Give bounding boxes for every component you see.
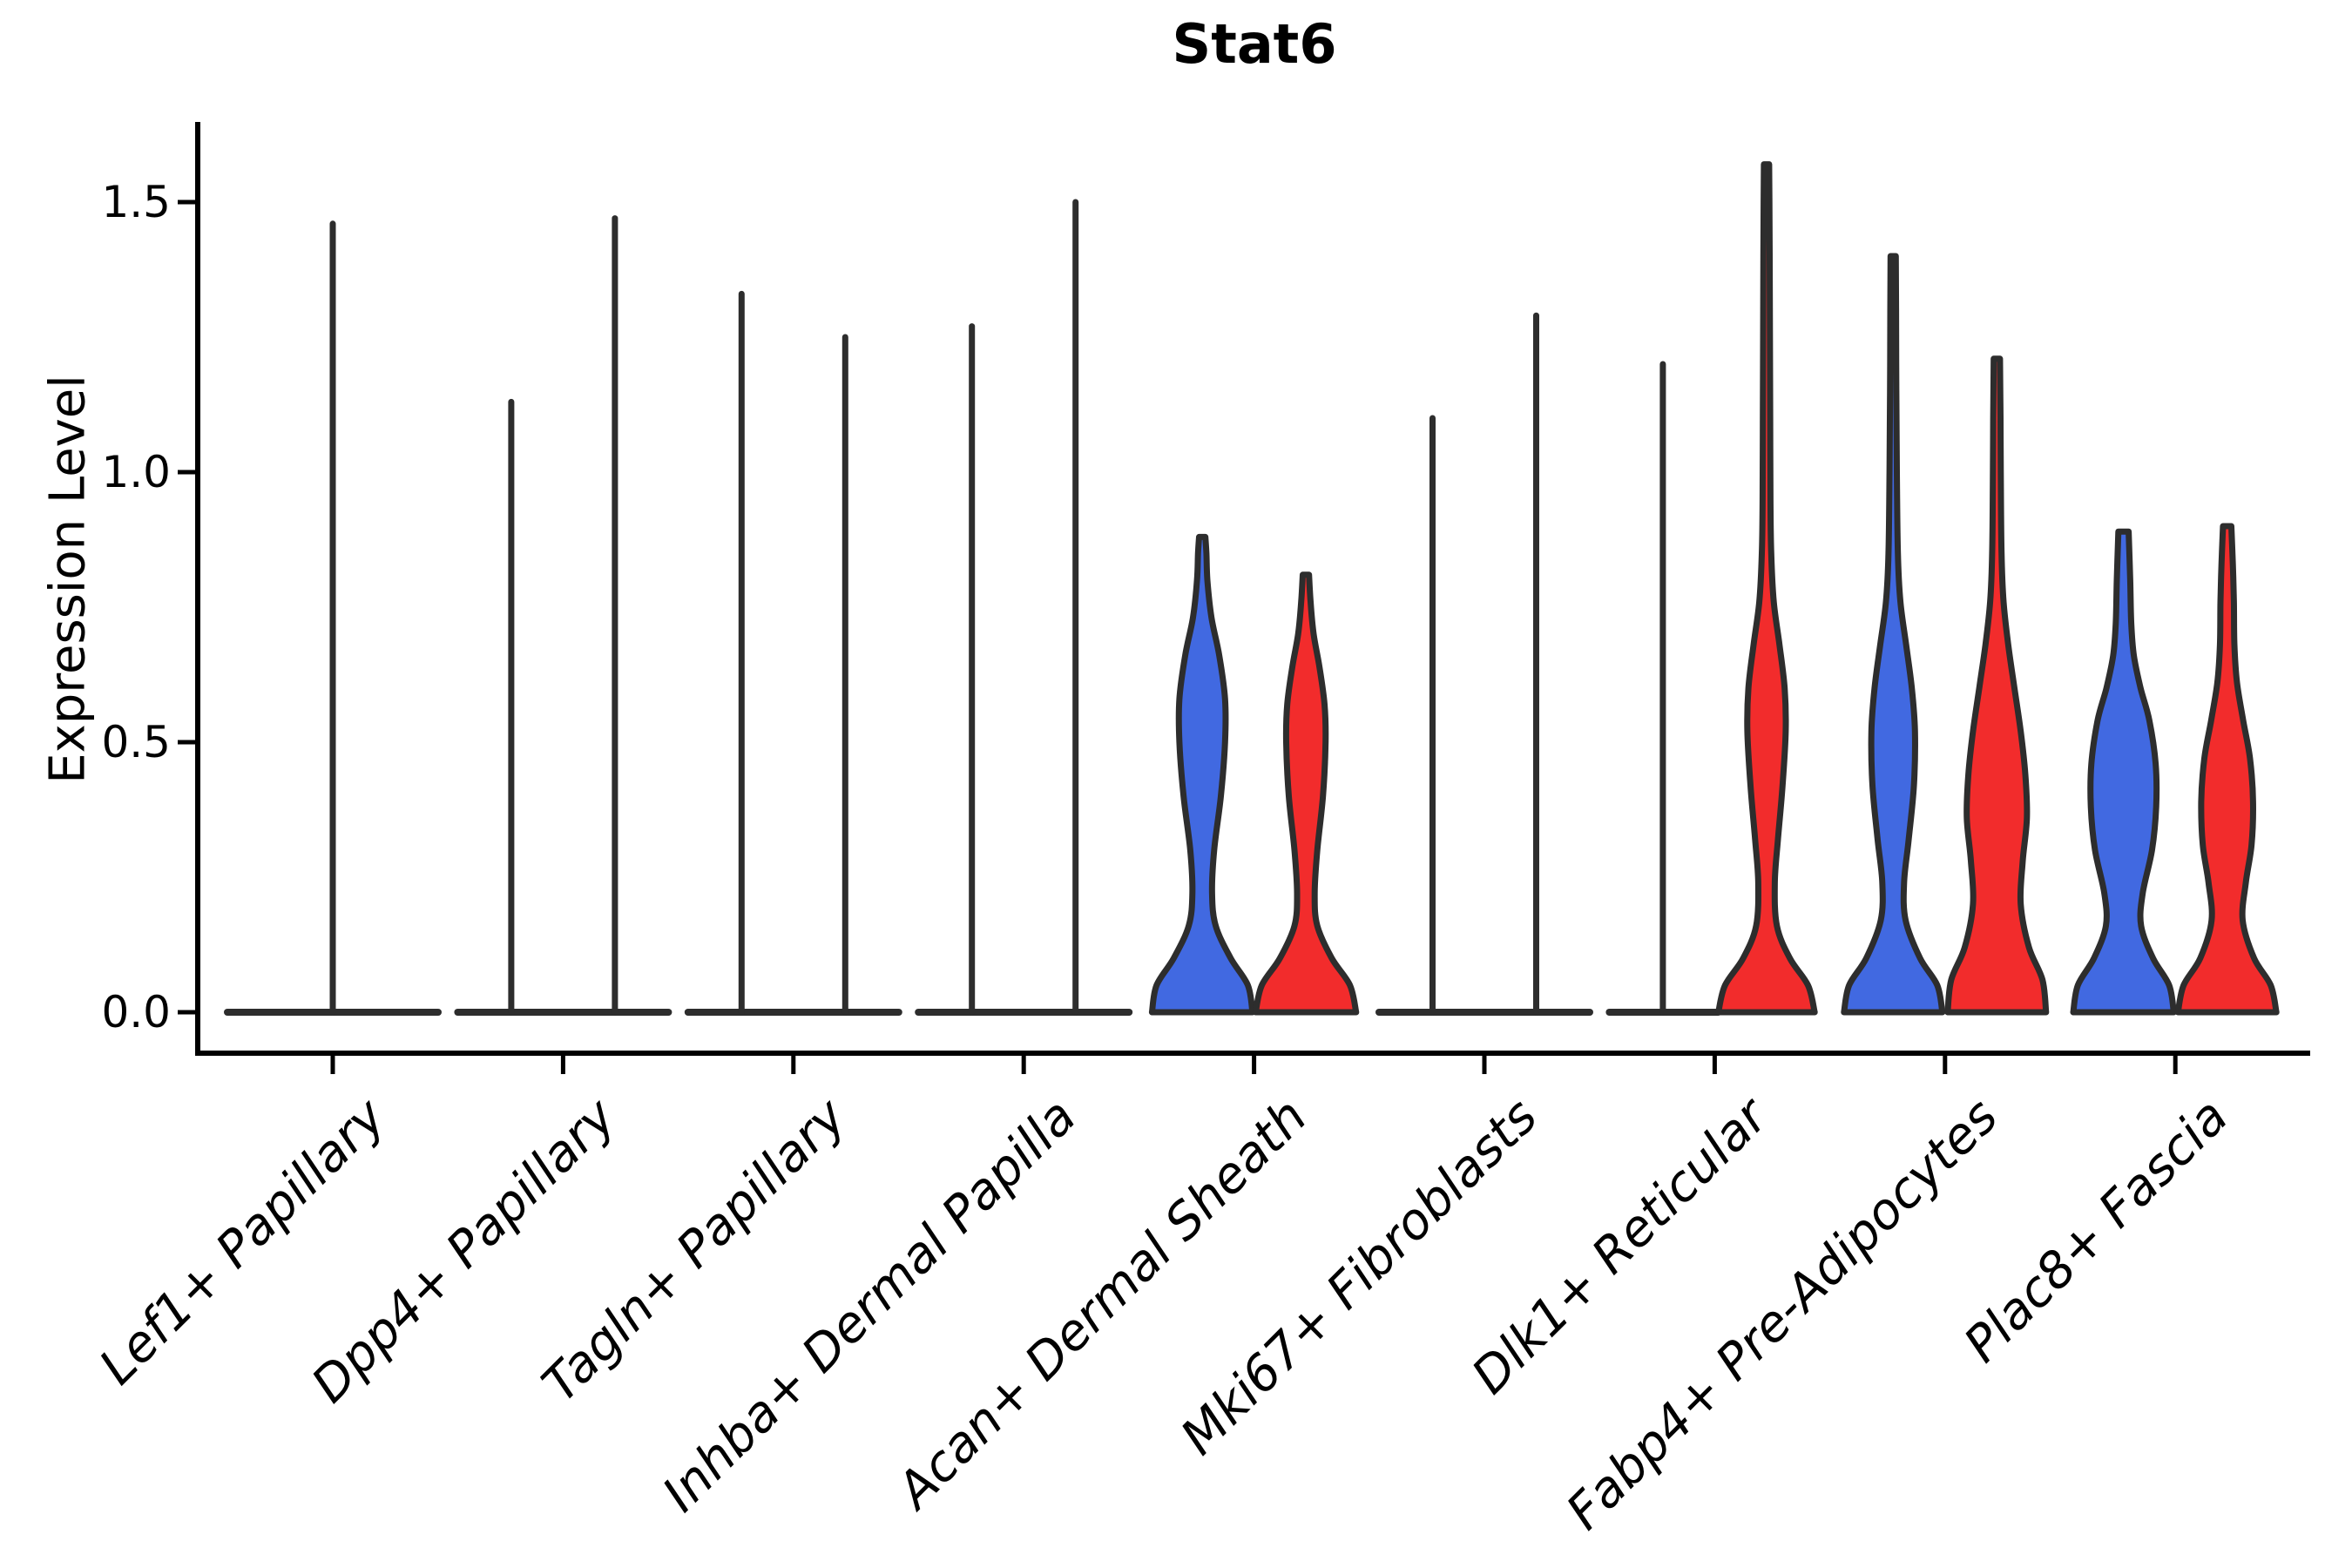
- violins: [329, 161, 2280, 1016]
- y-axis-ticks: [178, 199, 198, 1015]
- y-tick-label: 1.5: [101, 177, 171, 227]
- y-tick-label: 1.0: [101, 447, 171, 497]
- violin-body: [1715, 161, 1818, 1016]
- x-axis-ticks: [330, 1053, 2178, 1074]
- violin-body: [1944, 355, 2050, 1016]
- y-tick-label: 0.0: [101, 987, 171, 1037]
- violin-body: [1841, 253, 1946, 1016]
- violin-body: [1148, 533, 1256, 1016]
- violin-body: [1252, 571, 1360, 1016]
- y-tick-label: 0.5: [101, 717, 171, 767]
- y-axis-spine: [195, 122, 200, 1056]
- plot-title: Stat6: [1172, 12, 1337, 76]
- violin-body: [2174, 523, 2280, 1016]
- violin-body: [2070, 528, 2177, 1016]
